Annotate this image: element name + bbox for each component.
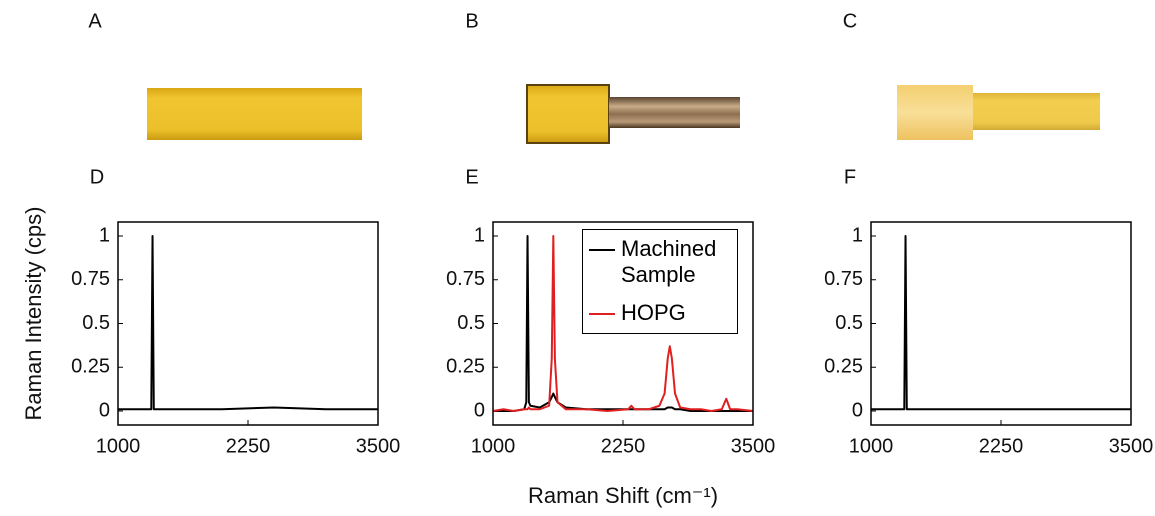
y-axis-label: Raman Intensity (cps) [21, 207, 46, 421]
photo-rod-c [973, 93, 1100, 130]
plot-frame [117, 221, 379, 426]
legend-swatch [589, 249, 615, 251]
y-tick-label: 0.25 [71, 356, 110, 378]
spectrum-line [118, 235, 378, 411]
y-tick-label: 0.5 [835, 312, 863, 334]
panel-label: B [465, 10, 478, 32]
y-tick-label: 0.5 [82, 312, 110, 334]
x-tick-label: 3500 [356, 435, 401, 457]
y-tick-label: 0 [852, 399, 863, 421]
panel-label: E [465, 166, 478, 188]
y-tick-label: 0.25 [446, 356, 485, 378]
spectrum-line [871, 235, 1131, 411]
photo-sample-c [897, 85, 973, 140]
y-tick-label: 0.75 [824, 268, 863, 290]
x-tick-label: 3500 [1109, 435, 1154, 457]
y-tick-label: 0 [474, 399, 485, 421]
y-tick-label: 0 [99, 399, 110, 421]
y-tick-label: 1 [99, 224, 110, 246]
x-tick-label: 2250 [601, 435, 646, 457]
plot-frame [492, 221, 754, 426]
legend-label: Machined Sample [621, 236, 717, 287]
y-tick-label: 0.25 [824, 356, 863, 378]
legend-label: HOPG [621, 300, 686, 325]
spectrum-line [493, 235, 753, 412]
y-tick-label: 1 [852, 224, 863, 246]
legend-swatch [589, 313, 615, 315]
photo-sample-b [526, 84, 610, 144]
x-axis-label: Raman Shift (cm⁻¹) [528, 483, 718, 508]
x-tick-label: 2250 [979, 435, 1024, 457]
y-tick-label: 0.5 [457, 312, 485, 334]
photo-rod-b [609, 97, 740, 128]
panel-label: A [88, 10, 102, 32]
photo-sample-a [147, 88, 362, 140]
y-tick-label: 0.75 [71, 268, 110, 290]
spectrum-line [492, 235, 754, 412]
x-tick-label: 3500 [731, 435, 776, 457]
legend-item: HOPG [589, 300, 733, 326]
panel-label: D [90, 166, 104, 188]
panel-label: C [843, 10, 857, 32]
panel-label: F [844, 166, 856, 188]
legend: Machined Sample HOPG [582, 229, 738, 334]
x-tick-label: 1000 [471, 435, 516, 457]
plot-frame [870, 221, 1132, 426]
y-tick-label: 0.75 [446, 268, 485, 290]
x-tick-label: 2250 [226, 435, 271, 457]
x-tick-label: 1000 [96, 435, 141, 457]
x-tick-label: 1000 [849, 435, 894, 457]
legend-item: Machined Sample [589, 236, 733, 288]
y-tick-label: 1 [474, 224, 485, 246]
